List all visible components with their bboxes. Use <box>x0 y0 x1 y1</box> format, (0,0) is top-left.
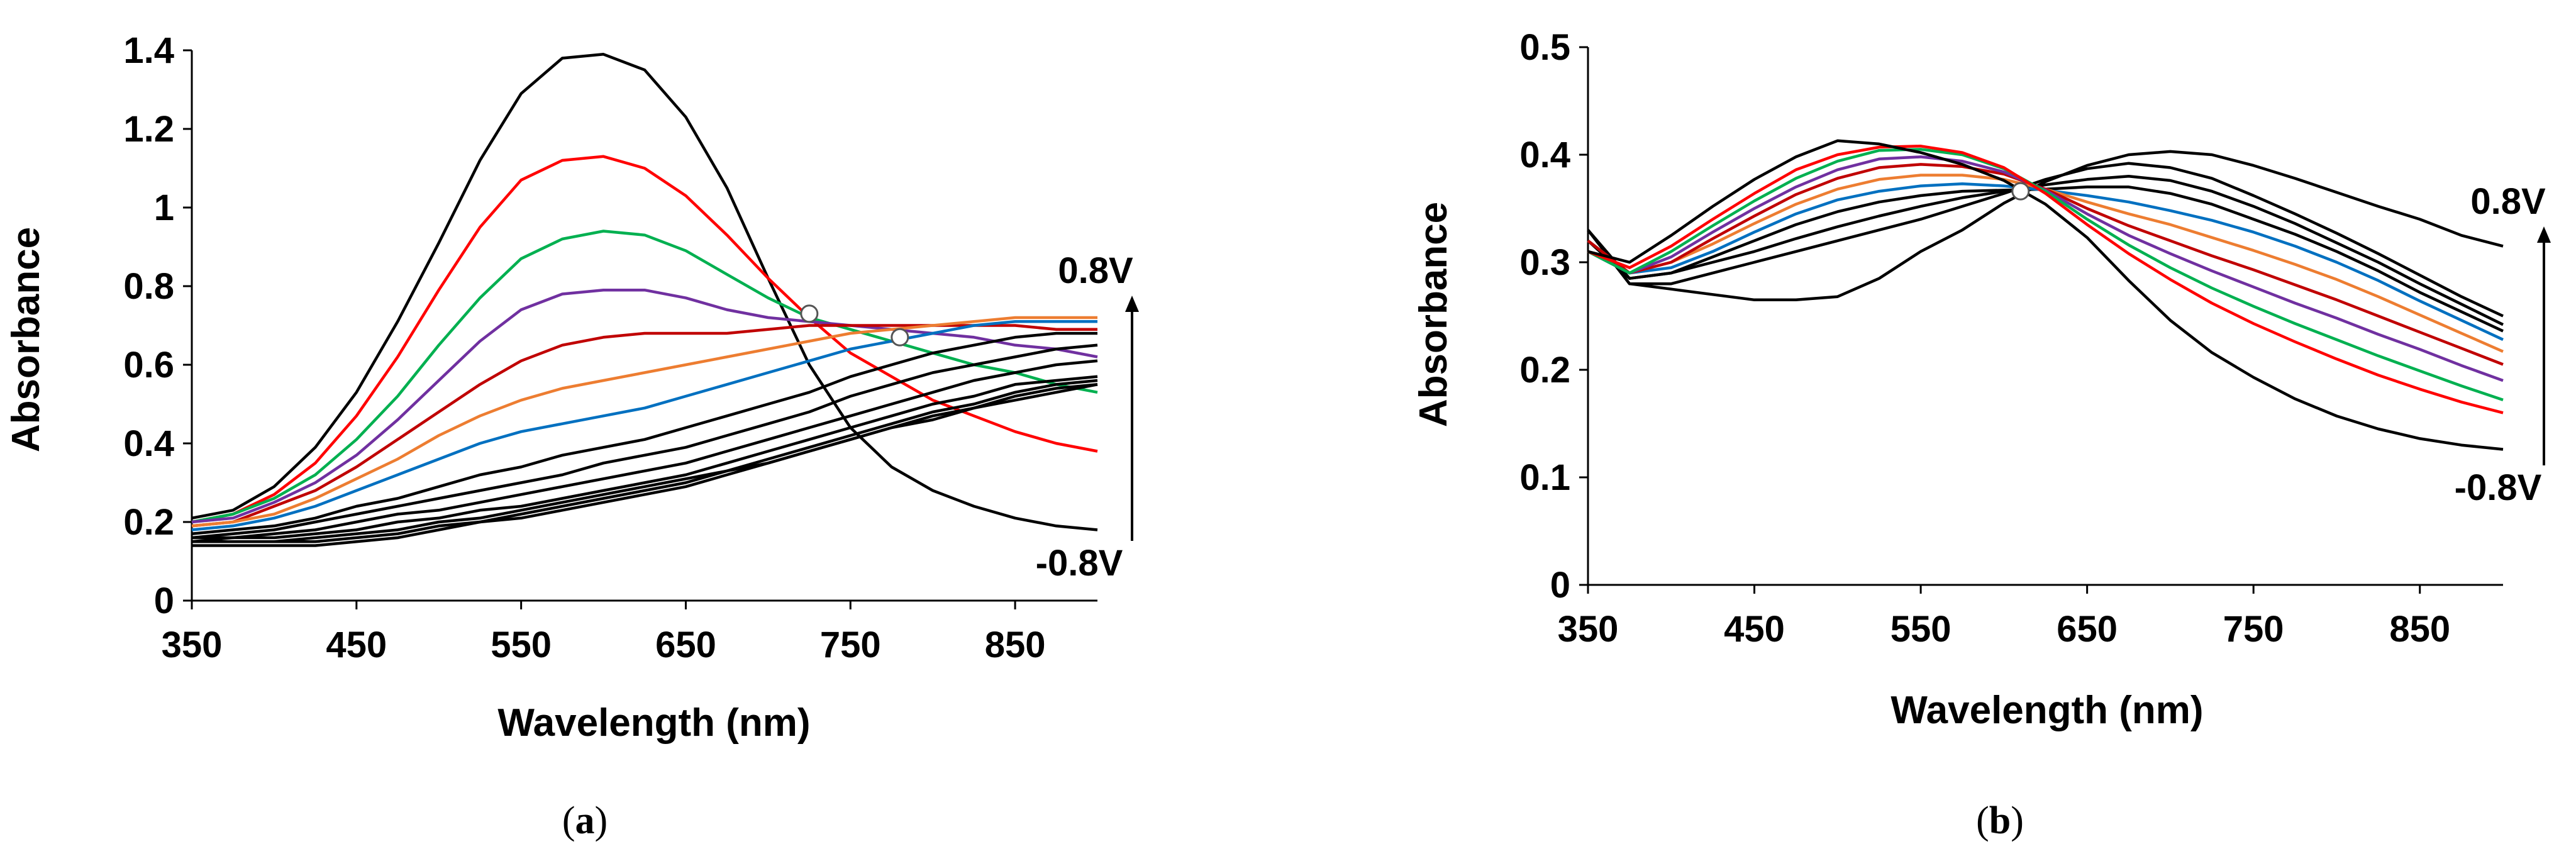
panel-a-series-line <box>191 320 1097 531</box>
panel-a-ytick-label: 0.4 <box>123 423 174 464</box>
panel-b-letter: b <box>1989 799 2011 842</box>
panel-b-ylabel: Absorbance <box>1412 202 1455 427</box>
panel-a-chart: Wavelength (nm) Absorbance 0.8V -0.8V (a… <box>4 30 1139 842</box>
panel-a-label: (a) <box>562 799 608 842</box>
panel-a-ylabel: Absorbance <box>4 227 48 452</box>
panel-a-series-line <box>191 343 1098 540</box>
panel-a-ytick-label: 1.2 <box>123 109 174 150</box>
panel-a-series-line <box>192 383 1098 543</box>
panel-b-arrow-bottom-label: -0.8V <box>2455 467 2542 508</box>
panel-a-series-line <box>191 53 1098 531</box>
panel-a-series-line <box>191 316 1097 528</box>
panel-b-ytick-label: 0.5 <box>1519 27 1570 68</box>
panel-a-ytick-label: 1.4 <box>123 30 174 71</box>
panel-a-letter: a <box>575 799 595 842</box>
panel-a-isosbestic-marker <box>800 304 819 323</box>
panel-b-label: (b) <box>1976 799 2024 842</box>
panel-b-xlabel: Wavelength (nm) <box>1890 689 2203 732</box>
panel-b-series-line <box>1587 162 2504 318</box>
panel-b-xtick-label: 550 <box>1890 609 1951 650</box>
panel-a-series-line <box>191 331 1097 536</box>
panel-b-arrow-head <box>2537 226 2551 243</box>
panel-b-chart: Wavelength (nm) Absorbance 0.8V -0.8V (b… <box>1412 27 2551 842</box>
panel-a-arrow-top-label: 0.8V <box>1058 250 1133 291</box>
panel-b-ytick-label: 0.1 <box>1519 457 1570 498</box>
panel-a-xtick-label: 550 <box>491 625 552 665</box>
panel-b-series-line <box>1587 174 2504 326</box>
panel-a-arrow-bottom-label: -0.8V <box>1036 543 1123 584</box>
panel-a-isosbestic-marker <box>891 328 909 347</box>
panel-b-series-line <box>1587 145 2504 414</box>
panel-a-series-line <box>192 359 1098 540</box>
panel-a-xlabel: Wavelength (nm) <box>497 701 810 745</box>
panel-b-ytick-label: 0.4 <box>1519 135 1570 175</box>
panel-a-series-line <box>192 383 1098 547</box>
panel-a-series-line <box>191 375 1098 543</box>
panel-a-xtick-label: 450 <box>326 625 387 665</box>
panel-b-series-line <box>1587 148 2504 402</box>
panel-b-xtick-label: 450 <box>1724 609 1785 650</box>
panel-b-arrow-top-label: 0.8V <box>2470 181 2546 222</box>
panel-a-xtick-label: 750 <box>820 625 881 665</box>
panel-a-ytick-label: 0.8 <box>123 266 174 307</box>
panel-a-arrow-head <box>1125 296 1139 312</box>
panel-b-ytick-label: 0.3 <box>1519 242 1570 283</box>
panel-b-xtick-label: 850 <box>2389 609 2450 650</box>
panel-b-ytick-label: 0.2 <box>1519 350 1570 391</box>
panel-b-isosbestic-marker <box>2011 182 2030 201</box>
panel-b-series-line <box>1587 182 2504 341</box>
panel-a-xtick-label: 850 <box>985 625 1046 665</box>
panel-b-series-line <box>1587 139 2504 451</box>
panel-b-series-line <box>1587 150 2504 302</box>
panel-a-series-line <box>191 230 1098 524</box>
panel-a-ytick-label: 0.2 <box>123 502 174 543</box>
panel-b-ytick-label: 0 <box>1550 565 1570 606</box>
panel-a-series-line <box>191 155 1098 524</box>
panel-b-xtick-label: 750 <box>2223 609 2284 650</box>
panel-b-xtick-label: 650 <box>2057 609 2118 650</box>
panel-a-xtick-label: 650 <box>655 625 716 665</box>
panel-a-xtick-label: 350 <box>162 625 223 665</box>
panel-a-ytick-label: 1 <box>154 187 174 228</box>
panel-a-ytick-label: 0 <box>154 580 174 621</box>
panel-b-xtick-label: 350 <box>1558 609 1619 650</box>
panel-a-series-line <box>192 379 1098 543</box>
panel-a-series-line <box>191 288 1098 524</box>
panel-a-ytick-label: 0.6 <box>123 345 174 386</box>
